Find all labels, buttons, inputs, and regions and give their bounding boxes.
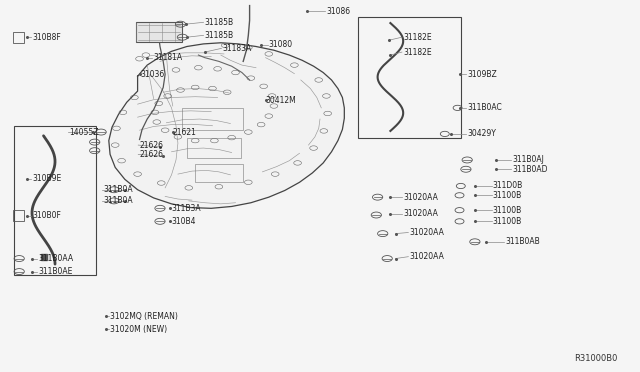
Text: R31000B0: R31000B0	[574, 354, 618, 363]
Text: 311B0AE: 311B0AE	[38, 267, 73, 276]
Text: 31020AA: 31020AA	[410, 252, 444, 261]
Bar	[195, 164, 243, 182]
Text: 311D0B: 311D0B	[493, 182, 523, 190]
Text: 30412M: 30412M	[266, 96, 296, 105]
Text: 14055Z: 14055Z	[69, 128, 99, 137]
Text: 31086: 31086	[326, 7, 351, 16]
Text: 310B4: 310B4	[172, 217, 196, 226]
Text: 311B0A: 311B0A	[104, 196, 133, 205]
Text: 311B0AB: 311B0AB	[506, 237, 540, 246]
Text: 31100B: 31100B	[493, 206, 522, 215]
Text: 31181A: 31181A	[154, 53, 183, 62]
Polygon shape	[109, 43, 344, 208]
Text: 31183A: 31183A	[223, 44, 252, 53]
Text: 21626: 21626	[140, 141, 164, 150]
Text: 31182E: 31182E	[403, 48, 432, 57]
Text: 31182E: 31182E	[403, 33, 432, 42]
Text: 311B3A: 311B3A	[172, 204, 201, 213]
Text: 31020AA: 31020AA	[403, 209, 438, 218]
Text: 310B9E: 310B9E	[32, 174, 61, 183]
Text: 31020AA: 31020AA	[403, 193, 438, 202]
Text: 311B0A: 311B0A	[104, 185, 133, 194]
Bar	[13, 210, 24, 221]
Text: 21621: 21621	[173, 128, 196, 137]
Text: 31020M (NEW): 31020M (NEW)	[110, 325, 167, 334]
Text: 31080: 31080	[269, 40, 293, 49]
Bar	[136, 22, 182, 42]
Text: 30429Y: 30429Y	[467, 129, 496, 138]
Text: 311B0AA: 311B0AA	[38, 254, 74, 263]
Bar	[187, 138, 241, 158]
Text: 311B0AJ: 311B0AJ	[512, 155, 544, 164]
Bar	[14, 126, 96, 275]
Text: 31185B: 31185B	[205, 31, 234, 40]
Bar	[358, 17, 461, 138]
Bar	[182, 108, 243, 130]
Text: 31100B: 31100B	[493, 191, 522, 200]
Text: 310B8F: 310B8F	[32, 33, 61, 42]
Text: 3109BZ: 3109BZ	[467, 70, 497, 79]
Text: 311B0AC: 311B0AC	[467, 103, 502, 112]
Text: 3102MQ (REMAN): 3102MQ (REMAN)	[110, 312, 178, 321]
Text: 31185B: 31185B	[205, 18, 234, 27]
Text: 31020AA: 31020AA	[410, 228, 444, 237]
Text: 21626: 21626	[140, 150, 164, 159]
Text: 310B0F: 310B0F	[32, 211, 61, 220]
Bar	[13, 32, 24, 43]
Text: 31036: 31036	[141, 70, 165, 79]
Text: 311B0AD: 311B0AD	[512, 165, 547, 174]
Text: 31100B: 31100B	[493, 217, 522, 226]
